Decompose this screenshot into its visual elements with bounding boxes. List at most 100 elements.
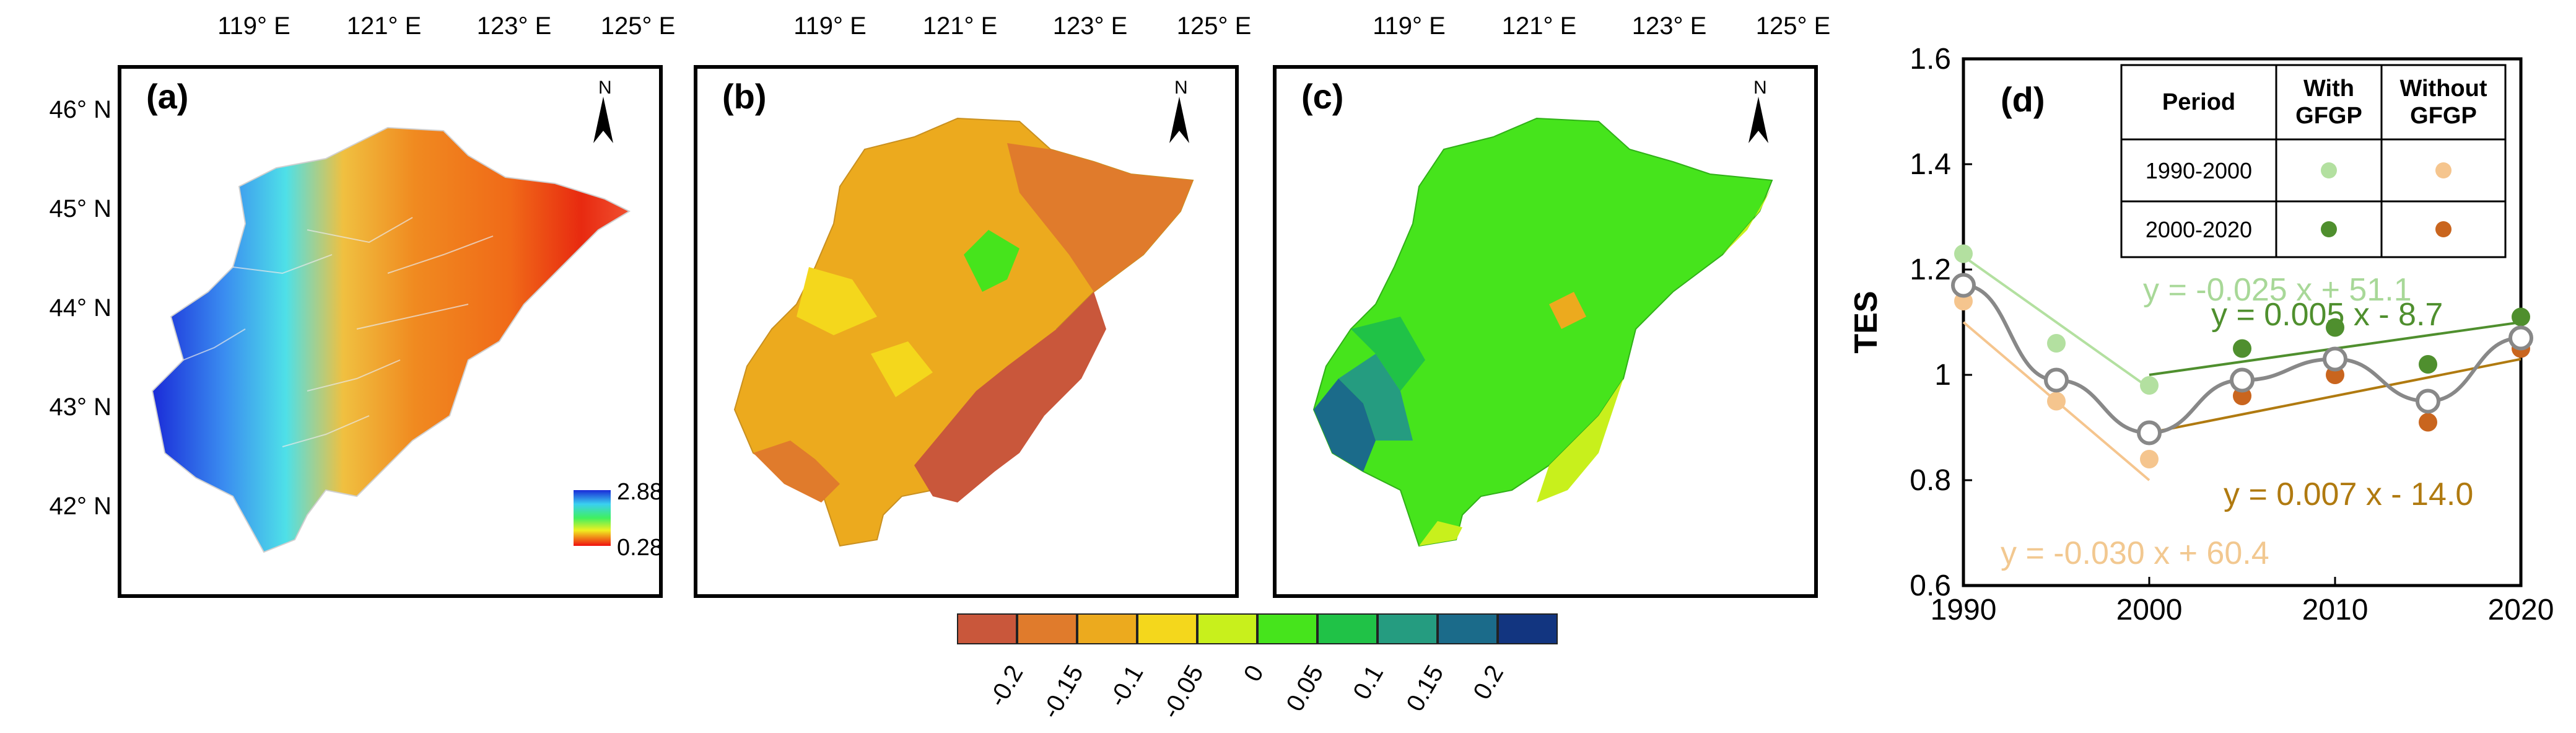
data-point: [2140, 450, 2159, 468]
lon-label-a-1: 121° E: [346, 12, 422, 40]
x-tick-label: 1990: [1931, 594, 1997, 626]
data-point: [2419, 413, 2437, 432]
colorbar-swatch: [1257, 613, 1317, 644]
legend-gradient-a: [574, 490, 611, 546]
y-tick-label: 0.6: [1910, 569, 1951, 602]
colorbar-swatch: [1197, 613, 1257, 644]
map-panel-b: (b) N: [694, 65, 1239, 598]
legend-min-label: 0.28: [617, 535, 659, 561]
data-point-overall: [2230, 367, 2255, 393]
data-point: [2140, 376, 2159, 395]
north-arrow-c: N: [1749, 77, 1768, 143]
data-point: [2419, 355, 2437, 374]
data-point-overall: [2137, 420, 2162, 446]
y-tick-label: 0.8: [1910, 464, 1951, 497]
trend-label: y = -0.030 x + 60.4: [2001, 535, 2269, 571]
north-symbol: N: [1174, 77, 1188, 98]
data-point: [2512, 307, 2530, 327]
map-b-canvas: N: [733, 77, 1194, 547]
x-tick-label: 2010: [2302, 594, 2369, 626]
colorbar-swatch: [1438, 613, 1498, 644]
colorbar-tick-label: 0.05: [1281, 661, 1329, 716]
data-point-overall: [2508, 325, 2533, 351]
colorbar-tick-label: -0.15: [1036, 661, 1089, 724]
colorbar-swatch: [1317, 613, 1378, 644]
legend-period-label: 2000-2020: [2146, 217, 2252, 242]
panel-label-a: (a): [146, 77, 189, 116]
colorbar-tick-label: -0.05: [1156, 661, 1209, 724]
lat-label-45: 45° N: [49, 195, 112, 222]
lon-label-c-2: 123° E: [1631, 12, 1707, 40]
lon-label-c-3: 125° E: [1755, 12, 1831, 40]
trend-line: [1962, 255, 2150, 389]
lon-label-c-1: 121° E: [1501, 12, 1577, 40]
data-point-overall: [1951, 273, 1976, 298]
data-point: [2326, 318, 2344, 337]
north-symbol: N: [598, 77, 612, 98]
colorbar-swatch: [1498, 613, 1558, 644]
lon-label-b-0: 119° E: [793, 12, 867, 40]
lon-label-a-0: 119° E: [217, 12, 290, 40]
legend-header: Without GFGP: [2399, 76, 2487, 129]
north-arrow-a: N: [593, 77, 613, 143]
legend-without-marker: [2435, 162, 2452, 178]
x-tick-label: 2020: [2488, 594, 2554, 626]
colorbar-swatch: [1378, 613, 1438, 644]
north-arrow-b: N: [1169, 77, 1189, 143]
trend-line: [2149, 358, 2521, 434]
data-point: [1954, 244, 1973, 263]
map-panel-c: (c) N: [1273, 65, 1818, 598]
map-panel-a: (a) N: [118, 65, 663, 598]
lat-label-44: 44° N: [49, 294, 112, 322]
legend-with-marker: [2321, 162, 2337, 178]
lat-label-43: 43° N: [49, 393, 112, 421]
colorbar-tick-label: 0.15: [1401, 661, 1449, 716]
data-point: [2047, 334, 2066, 353]
y-tick-label: 1: [1934, 359, 1951, 392]
data-point-overall: [2044, 367, 2069, 393]
data-point-overall: [2416, 388, 2440, 414]
panel-label-b: (b): [722, 77, 767, 116]
colorbar-tick-label: -0.2: [984, 661, 1029, 711]
lon-label-b-2: 123° E: [1052, 12, 1128, 40]
colorbar-tick-label: 0: [1238, 661, 1269, 687]
colorbar-swatch: [1077, 613, 1137, 644]
map-a-canvas: N 2.88 0.28: [151, 77, 659, 561]
legend-max-label: 2.88: [617, 479, 659, 505]
lon-label-a-3: 125° E: [600, 12, 676, 40]
data-point: [2233, 339, 2251, 358]
colorbar-tick-label: -0.1: [1104, 661, 1149, 711]
lat-label-46: 46° N: [49, 96, 112, 123]
y-tick-label: 1.2: [1910, 253, 1951, 286]
colorbar-tick-label: 0.1: [1348, 661, 1389, 704]
colorbar-swatch: [957, 613, 1017, 644]
legend-period-label: 1990-2000: [2146, 158, 2252, 183]
colorbar-swatch: [1017, 613, 1077, 644]
data-point: [2047, 392, 2066, 411]
trend-label: y = -0.025 x + 51.1: [2143, 272, 2412, 308]
legend-without-marker: [2435, 221, 2452, 237]
lon-label-a-2: 123° E: [476, 12, 552, 40]
colorbar-labels: -0.2 -0.15 -0.1 -0.05 0 0.05 0.1 0.15 0.2: [957, 647, 1558, 728]
panel-label-c: (c): [1301, 77, 1344, 116]
y-tick-label: 1.6: [1910, 43, 1951, 76]
basin-shape-a: [151, 126, 631, 553]
legend-header-period: Period: [2162, 89, 2235, 115]
map-c-canvas: N: [1312, 77, 1773, 547]
lon-label-b-3: 125° E: [1176, 12, 1252, 40]
y-tick-label: 1.4: [1910, 148, 1951, 181]
colorbar-tick-label: 0.2: [1468, 661, 1509, 704]
data-point-overall: [2323, 346, 2347, 372]
lon-label-c-0: 119° E: [1373, 12, 1446, 40]
lon-label-b-1: 121° E: [922, 12, 998, 40]
colorbar-swatch: [1137, 613, 1197, 644]
x-tick-label: 2000: [2116, 594, 2183, 626]
lat-label-42: 42° N: [49, 493, 112, 520]
y-axis-label: TES: [1852, 291, 1884, 353]
legend-header: With GFGP: [2295, 76, 2362, 129]
panel-label-d: (d): [2001, 80, 2045, 119]
trend-label: y = 0.007 x - 14.0: [2224, 476, 2473, 512]
legend-with-marker: [2321, 221, 2337, 237]
north-symbol: N: [1753, 77, 1767, 98]
colorbar: [957, 613, 1558, 644]
